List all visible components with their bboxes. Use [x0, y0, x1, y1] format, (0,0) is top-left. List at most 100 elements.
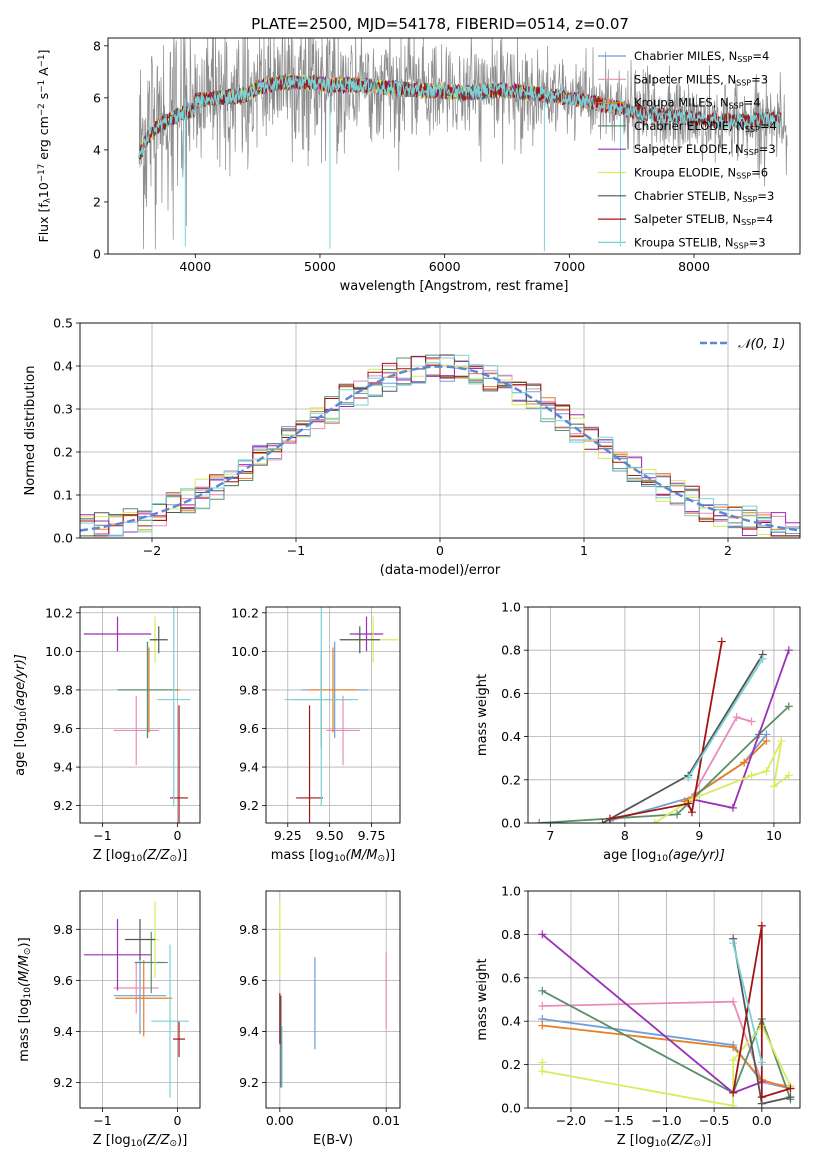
label-segment: age [log — [603, 848, 656, 863]
histogram-ks — [80, 354, 800, 537]
weight-marker-ke — [784, 771, 793, 780]
y-tick-label: 0.2 — [501, 1057, 521, 1072]
weight-marker-ss — [757, 1093, 766, 1102]
weight-marker-ss — [786, 1084, 795, 1093]
legend-entry: Chabrier ELODIE, NSSP=4 — [634, 119, 777, 134]
y-axis-label: Normed distribution — [23, 366, 38, 496]
weight-marker-cs — [598, 819, 607, 823]
label-segment: (Z/Z — [666, 1133, 694, 1148]
axes-frame — [79, 322, 801, 539]
y-tick-label: 8 — [93, 38, 101, 53]
y-tick-label: 9.8 — [53, 922, 73, 937]
weight-marker-ss — [605, 814, 614, 823]
y-tick-label: 9.4 — [239, 760, 259, 775]
model-spectrum-ss — [138, 73, 782, 161]
y-tick-label: 0.8 — [501, 927, 521, 942]
weight-marker-ss — [687, 808, 696, 817]
label-segment: SSP — [742, 195, 757, 204]
label-segment: Chabrier STELIB, N — [634, 189, 742, 203]
weight-marker-ke — [729, 1056, 738, 1065]
y-tick-label: 0.4 — [501, 1014, 521, 1029]
weight-marker-ss — [729, 1088, 738, 1097]
y-tick-label: 0.6 — [501, 686, 521, 701]
y-tick-label: 9.6 — [53, 973, 73, 988]
label-segment: 10 — [131, 854, 143, 864]
label-segment: (age/yr)] — [668, 848, 725, 863]
label-segment: Flux [f — [36, 203, 51, 243]
weight-marker-ke — [777, 736, 786, 745]
y-tick-label: 9.2 — [53, 798, 73, 813]
label-segment: A — [36, 67, 51, 80]
label-segment: mass [log — [271, 848, 334, 863]
x-axis-label: mass [log10(M/M⊙)] — [271, 848, 395, 864]
x-tick-label: 9.50 — [316, 828, 344, 843]
x-axis-label: Z [log10(Z/Z⊙)] — [93, 848, 188, 864]
x-tick-label: 5000 — [304, 259, 336, 274]
plot-area — [279, 901, 387, 1088]
y-tick-label: 0.5 — [53, 316, 73, 331]
y-tick-label: 10.2 — [45, 605, 73, 620]
y-tick-label: 9.4 — [239, 1024, 259, 1039]
y-tick-label: 10.0 — [45, 644, 73, 659]
x-tick-label: 0 — [174, 1113, 182, 1128]
plot-area — [80, 354, 800, 537]
y-tick-label: 0.8 — [501, 643, 521, 658]
plot-area — [538, 921, 795, 1108]
label-segment: Kroupa MILES, N — [634, 96, 729, 110]
x-tick-label: 1 — [580, 543, 588, 558]
label-segment: Salpeter MILES, N — [634, 72, 736, 86]
label-segment: )] — [17, 937, 32, 947]
x-tick-label: 8 — [621, 828, 629, 843]
x-tick-label: 4000 — [179, 259, 211, 274]
label-segment: Salpeter STELIB, N — [634, 212, 741, 226]
x-axis-label: (data-model)/error — [380, 563, 501, 578]
panel-age-vs-Z: −1 09.29.49.69.810.010.2Z [log10(Z/Z⊙)]ag… — [13, 605, 201, 864]
y-tick-label: 9.2 — [239, 798, 259, 813]
label-segment: 10 — [131, 1139, 143, 1149]
weight-line-ks — [732, 942, 763, 1063]
x-tick-label: 6000 — [429, 259, 461, 274]
y-tick-label: 10.0 — [231, 644, 259, 659]
x-tick-label: −1.5 — [603, 1113, 633, 1128]
weight-marker-se — [538, 930, 547, 939]
x-tick-label: −1 — [93, 1113, 111, 1128]
y-tick-label: 9.8 — [53, 682, 73, 697]
weight-marker-km — [740, 758, 749, 767]
y-tick-label: 9.2 — [239, 1075, 259, 1090]
y-tick-label: 0.6 — [501, 970, 521, 985]
x-axis-label: Z [log10(Z/Z⊙)] — [93, 1133, 188, 1149]
x-tick-label: −2 — [143, 543, 161, 558]
legend-entry: Chabrier MILES, NSSP=4 — [634, 49, 769, 64]
label-segment: 10 — [334, 854, 346, 864]
label-segment: 10 — [36, 182, 51, 198]
y-tick-label: 0.0 — [501, 1101, 521, 1116]
panel-mass-vs-EBV: 0.00 0.01 9.2 9.4 9.6 9.8 E(B-V) — [239, 890, 401, 1148]
x-tick-label: −1 — [287, 543, 305, 558]
label-segment: s — [36, 93, 51, 104]
axes-frame — [265, 890, 401, 1109]
label-segment: Z [log — [93, 848, 131, 863]
weight-marker-se — [784, 646, 793, 655]
x-tick-label: −1 — [93, 828, 111, 843]
label-segment: )] — [385, 848, 395, 863]
y-axis-label: age [log10(age/yr)] — [13, 654, 29, 776]
legend-entry: Salpeter STELIB, NSSP=4 — [634, 212, 773, 227]
x-tick-label: 7000 — [553, 259, 585, 274]
label-segment: SSP — [736, 172, 751, 181]
y-tick-label: 10.2 — [231, 605, 259, 620]
axes-frame — [107, 37, 801, 255]
weight-line-ss — [732, 925, 791, 1099]
label-segment: SSP — [744, 148, 759, 157]
y-tick-label: 0.4 — [501, 729, 521, 744]
label-segment: =6 — [751, 166, 768, 180]
weight-marker-sm — [732, 713, 741, 722]
label-segment: =4 — [752, 49, 769, 63]
x-tick-label: 2 — [724, 543, 732, 558]
label-segment: =4 — [756, 212, 773, 226]
weight-marker-se — [728, 803, 737, 812]
legend-entry: Kroupa MILES, NSSP=4 — [634, 96, 761, 111]
x-tick-label: 0 — [436, 543, 444, 558]
y-tick-label: 0.0 — [501, 816, 521, 831]
label-segment: −1 — [37, 54, 47, 67]
y-tick-label: 0.0 — [53, 531, 73, 546]
